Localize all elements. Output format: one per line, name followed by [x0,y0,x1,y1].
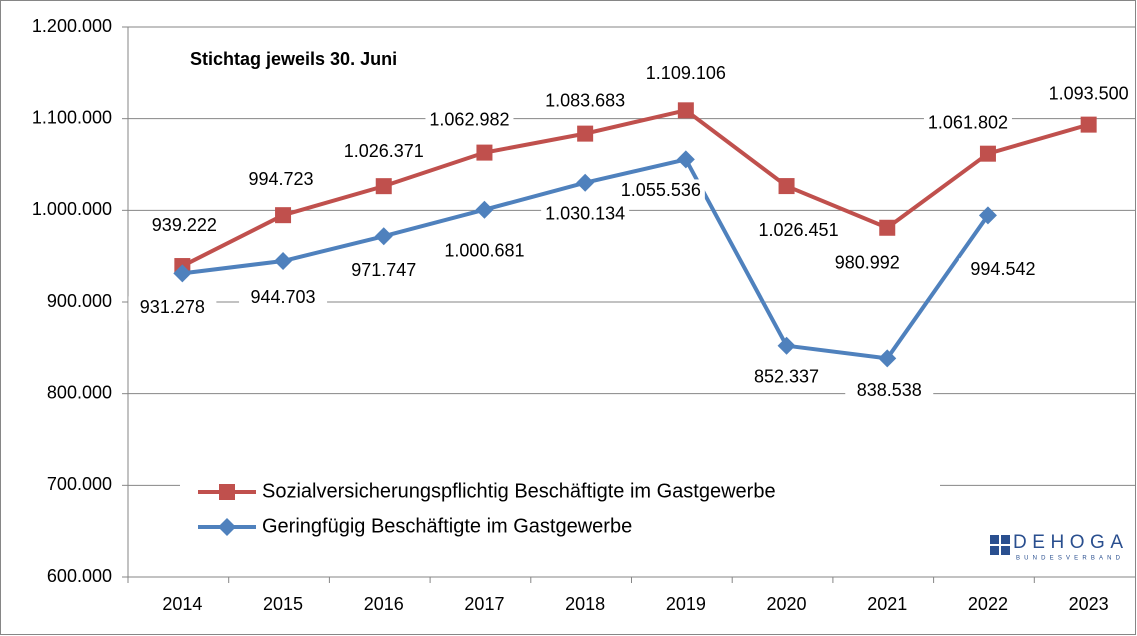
data-label: 1.055.536 [621,180,701,200]
x-tick-label: 2017 [464,594,504,614]
y-tick-label: 1.000.000 [32,199,112,219]
y-tick-label: 700.000 [47,474,112,494]
series-lines [173,102,1097,368]
marker [218,518,236,536]
marker [878,349,897,368]
marker [979,145,996,162]
data-label: 1.026.451 [759,220,839,240]
logo-icon [1001,546,1010,555]
marker [577,125,594,142]
data-label: 939.222 [152,215,217,235]
data-label-bg [237,168,326,193]
x-tick-label: 2016 [364,594,404,614]
marker [777,336,796,355]
data-label: 838.538 [857,380,922,400]
data-label-bg [754,219,843,244]
x-tick-label: 2020 [767,594,807,614]
data-label: 852.337 [754,366,819,386]
marker [375,178,392,195]
y-tick-label: 800.000 [47,382,112,402]
data-label-bg [845,379,934,404]
marker [778,178,795,195]
data-label: 1.093.500 [1049,83,1129,103]
data-label-bg [742,365,831,390]
marker [1080,116,1097,133]
data-label: 1.083.683 [545,90,625,110]
marker [274,252,293,271]
data-label: 1.061.802 [928,112,1008,132]
data-label: 1.030.134 [545,203,625,223]
data-label: 1.062.982 [429,109,509,129]
data-label: 994.542 [970,259,1035,279]
data-label-bg [541,89,630,114]
data-label: 980.992 [835,253,900,273]
logo-icon [990,546,999,555]
marker [219,484,235,500]
legend-label: Sozialversicherungspflichtig Beschäftigt… [262,480,776,502]
data-label: 994.723 [249,169,314,189]
marker [475,200,494,219]
data-label: 1.026.371 [344,141,424,161]
chart-title: Stichtag jeweils 30. Juni [190,49,397,69]
x-tick-label: 2018 [565,594,605,614]
marker [275,207,292,224]
y-tick-label: 600.000 [47,566,112,586]
data-label: 1.109.106 [646,63,726,83]
marker [374,227,393,246]
title-box [180,40,470,80]
data-label-bg [823,251,912,276]
data-label-bg [958,258,1047,283]
marker [676,150,695,169]
x-tick-label: 2022 [968,594,1008,614]
data-label-bg [339,259,428,284]
series-line [181,108,1090,268]
legend-box [180,470,940,550]
data-label: 971.747 [351,260,416,280]
x-tick-label: 2023 [1069,594,1109,614]
y-tick-label: 900.000 [47,291,112,311]
marker [476,144,493,161]
logo-icon [1001,535,1010,544]
x-tick-label: 2014 [162,594,202,614]
data-label-bg [923,111,1012,136]
y-tick-label: 1.100.000 [32,107,112,127]
data-label: 944.703 [251,287,316,307]
data-label: 931.278 [140,297,205,317]
marker [978,206,997,225]
x-tick-label: 2019 [666,594,706,614]
x-tick-label: 2021 [867,594,907,614]
logo-icon [990,535,999,544]
data-label-bg [440,239,529,264]
data-label-bg [541,202,630,227]
y-tick-label: 1.200.000 [32,16,112,36]
marker [677,102,694,119]
data-label-bg [128,296,217,321]
data-label-bg [140,214,229,239]
marker [576,173,595,192]
data-label-bg [641,62,730,87]
grid: 600.000 700.000 800.000 900.000 1.000.000 1.1… [32,16,1135,614]
legend-label: Geringfügig Beschäftigte im Gastgewerbe [262,515,632,537]
data-label-bg [425,108,514,133]
data-label-bg [616,179,705,204]
logo-sub: BUNDESVERBAND [1016,556,1121,562]
data-label-bg [339,140,428,165]
legend: Sozialversicherungspflichtig Beschäftigt… [198,480,776,537]
data-label-bg [1044,82,1133,107]
marker [173,264,192,283]
data-label: 1.000.681 [444,240,524,260]
marker [879,219,896,236]
x-tick-label: 2015 [263,594,303,614]
data-label-bg [239,286,328,311]
